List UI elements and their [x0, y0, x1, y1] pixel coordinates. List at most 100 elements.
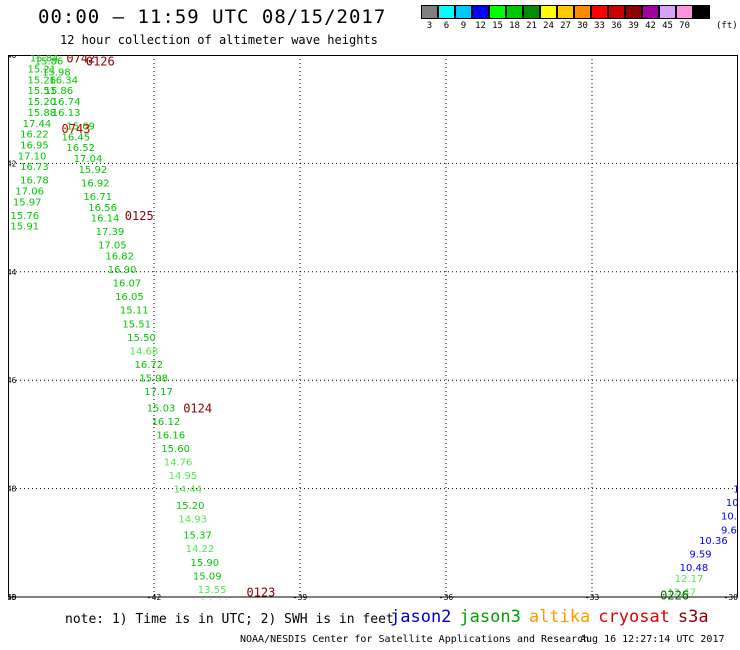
- swh-reading: 10.48: [680, 563, 709, 574]
- satellite-legend-item: jason2: [390, 607, 452, 627]
- satellite-legend-item: s3a: [677, 607, 709, 627]
- swh-reading: 16.12: [152, 417, 181, 428]
- note: note: 1) Time is in UTC; 2) SWH is in fe…: [65, 612, 394, 627]
- swh-reading: 15.84: [30, 55, 59, 65]
- color-scale-swatch: [438, 5, 455, 19]
- color-scale-swatch: [472, 5, 489, 19]
- swh-reading: 15.03: [147, 403, 176, 414]
- satellite-legend-item: jason3: [459, 607, 521, 627]
- swh-reading: 10.86: [721, 512, 738, 523]
- swh-reading: 14.44: [200, 598, 229, 600]
- lon-tick-label: -45: [8, 593, 17, 600]
- swh-reading: 16.16: [156, 430, 185, 441]
- lon-tick-label: -36: [439, 593, 454, 600]
- pass-time-label: 0743: [62, 122, 91, 136]
- color-scale-label: 6: [443, 21, 450, 31]
- color-scale-label: 12: [475, 21, 486, 31]
- lat-tick-label: -50: [8, 593, 17, 600]
- color-scale-label: 27: [560, 21, 571, 31]
- swh-reading: 16.07: [113, 279, 142, 290]
- swh-reading: 15.37: [183, 531, 212, 542]
- lat-tick-label: -46: [8, 376, 17, 385]
- color-scale-swatch: [608, 5, 625, 19]
- swh-reading: 15.26: [27, 75, 56, 86]
- pass-time-label: 0123: [246, 586, 275, 600]
- map-subtitle: 12 hour collection of altimeter wave hei…: [60, 33, 378, 47]
- color-scale-label: 24: [543, 21, 554, 31]
- pass-time-label: 0742: [66, 55, 95, 66]
- swh-reading: 12.17: [675, 574, 704, 585]
- color-scale-label: 9: [460, 21, 467, 31]
- map-frame: [8, 55, 738, 598]
- swh-reading: 10.36: [699, 536, 728, 547]
- swh-reading: 15.86: [45, 86, 74, 97]
- lat-tick-label: -40: [8, 55, 17, 60]
- swh-reading: 15.60: [161, 444, 190, 455]
- swh-reading: 13.55: [198, 585, 227, 596]
- color-scale-label: 45: [662, 21, 673, 31]
- swh-reading: 15.09: [193, 571, 222, 582]
- swh-reading: 14.76: [164, 458, 193, 469]
- swh-reading: 9.59: [689, 550, 711, 561]
- lon-tick-label: -42: [147, 593, 162, 600]
- color-scale-swatch: [625, 5, 642, 19]
- swh-reading: 15.98: [42, 67, 71, 78]
- color-scale: [421, 5, 710, 19]
- swh-reading: 15.20: [27, 97, 56, 108]
- swh-reading: 15.69: [66, 121, 95, 132]
- color-scale-label: 42: [645, 21, 656, 31]
- swh-reading: 16.13: [52, 108, 81, 119]
- lat-tick-label: -48: [8, 485, 17, 494]
- color-scale-label: 18: [509, 21, 520, 31]
- swh-reading: 17.04: [74, 154, 103, 165]
- swh-reading: 16.71: [83, 192, 112, 203]
- swh-reading: 16.22: [20, 130, 49, 141]
- swh-reading: 16.90: [108, 265, 137, 276]
- lat-tick-label: -44: [8, 268, 17, 277]
- color-scale-swatch: [540, 5, 557, 19]
- swh-reading: 16.95: [20, 140, 49, 151]
- swh-reading: 16.14: [91, 214, 120, 225]
- swh-reading: 16.56: [88, 203, 117, 214]
- swh-reading: 1: [733, 485, 738, 496]
- footer-credit: NOAA/NESDIS Center for Satellite Applica…: [240, 634, 590, 645]
- swh-reading: 15.90: [191, 558, 220, 569]
- swh-reading: 16.34: [49, 75, 78, 86]
- swh-reading: 16.82: [105, 252, 134, 263]
- color-scale-label: 30: [577, 21, 588, 31]
- color-scale-swatch: [489, 5, 506, 19]
- pass-time-label: 0124: [183, 401, 212, 415]
- pass-time-label: 0226: [660, 588, 689, 600]
- swh-reading: 17.39: [96, 227, 125, 238]
- swh-reading: 15.88: [27, 108, 56, 119]
- map-title: 00:00 – 11:59 UTC 08/15/2017: [38, 6, 387, 28]
- swh-reading: 16.78: [20, 176, 49, 187]
- swh-reading: 16.73: [20, 162, 49, 173]
- satellite-legend: jason2 jason3 altika cryosat s3a: [390, 607, 717, 627]
- swh-reading: 10.: [726, 498, 738, 509]
- color-scale-swatch: [523, 5, 540, 19]
- swh-reading: 14.68: [130, 346, 159, 357]
- swh-reading: 17.44: [23, 119, 52, 130]
- color-scale-swatch: [676, 5, 693, 19]
- color-scale-label: 3: [426, 21, 433, 31]
- pass-time-label: 0125: [125, 209, 154, 223]
- swh-reading: 14.93: [178, 514, 207, 525]
- swh-reading: 16.45: [62, 132, 91, 143]
- swh-reading: 15.76: [10, 211, 39, 222]
- swh-reading: 14.95: [169, 471, 198, 482]
- swh-reading: 15.11: [120, 306, 149, 317]
- color-scale-swatch: [659, 5, 676, 19]
- swh-reading: 17.06: [15, 187, 44, 198]
- color-scale-label: 21: [526, 21, 537, 31]
- swh-reading: 15.98: [139, 373, 168, 384]
- swh-reading: 16.05: [115, 292, 144, 303]
- color-scale-swatch: [421, 5, 438, 19]
- color-scale-swatch: [574, 5, 591, 19]
- color-scale-label: 15: [492, 21, 503, 31]
- swh-reading: 9.62: [721, 525, 738, 536]
- swh-reading: 15.92: [79, 165, 108, 176]
- lon-tick-label: -39: [293, 593, 308, 600]
- swh-reading: 15.97: [13, 197, 42, 208]
- color-scale-label: 36: [611, 21, 622, 31]
